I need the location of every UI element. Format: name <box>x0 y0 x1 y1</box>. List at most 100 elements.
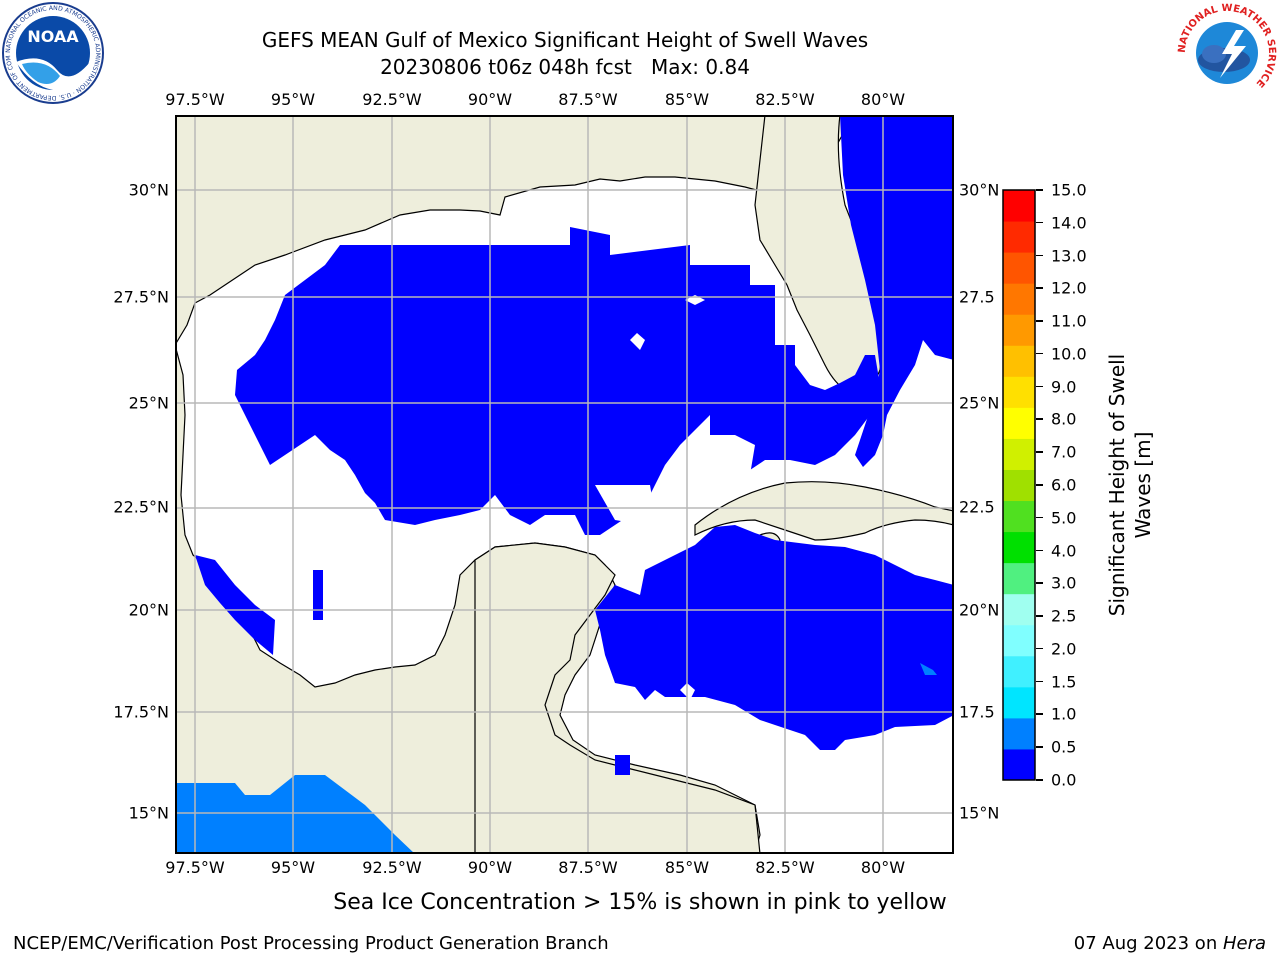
colorbar-tick-mark <box>1036 352 1043 355</box>
lat-label-right: 17.5 <box>959 702 995 722</box>
caribbean-patch <box>920 663 937 675</box>
lon-label-bottom: 97.5°W <box>165 858 225 877</box>
colorbar-segment <box>1003 469 1035 502</box>
colorbar-segment <box>1003 252 1035 284</box>
colorbar-segment <box>1003 500 1035 533</box>
wave-field-gaps <box>595 295 755 700</box>
colorbar-segment <box>1003 593 1035 626</box>
colorbar-tick-mark <box>1036 221 1043 224</box>
lat-label-right: 15°N <box>959 803 1000 823</box>
noaa-logo: NOAA NATIONAL OCEANIC AND ATMOSPHERIC AD… <box>0 0 104 104</box>
colorbar-tick-label: 3.0 <box>1051 573 1077 593</box>
lon-label-top: 82.5°W <box>755 90 815 109</box>
colorbar-tick-label: 0.0 <box>1051 770 1077 790</box>
colorbar-tick-label: 6.0 <box>1051 475 1077 495</box>
map-panel <box>175 115 954 854</box>
colorbar-segment <box>1003 345 1035 377</box>
colorbar-tick-label: 14.0 <box>1051 213 1087 233</box>
lat-label-right: 20°N <box>959 600 1000 620</box>
lon-label-top: 92.5°W <box>362 90 422 109</box>
colorbar-tick-label: 1.5 <box>1051 672 1077 692</box>
sea-ice-note: Sea Ice Concentration > 15% is shown in … <box>333 890 947 915</box>
colorbar-segment <box>1003 376 1035 408</box>
map-gridlines <box>175 115 954 854</box>
colorbar-label-line1: Significant Height of Swell <box>1105 353 1129 617</box>
colorbar-tick-mark <box>1036 320 1043 322</box>
noaa-wordmark: NOAA <box>27 27 79 46</box>
colorbar-tick-mark <box>1036 615 1043 617</box>
colorbar-segment <box>1003 314 1035 346</box>
colorbar-segment <box>1003 190 1035 222</box>
colorbar-segment <box>1003 283 1035 315</box>
colorbar-tick-mark <box>1036 254 1043 257</box>
colorbar-tick-label: 2.0 <box>1051 639 1077 659</box>
colorbar-tick-label: 11.0 <box>1051 311 1087 331</box>
colorbar-label-line2: Waves [m] <box>1131 431 1155 539</box>
colorbar-segment <box>1003 748 1035 781</box>
colorbar-segment <box>1003 407 1035 439</box>
lon-label-bottom: 80°W <box>860 858 906 877</box>
colorbar-tick-label: 2.5 <box>1051 606 1077 626</box>
colorbar-tick-mark <box>1036 516 1043 519</box>
land <box>175 115 954 854</box>
colorbar-segment <box>1003 221 1035 253</box>
chart-title: GEFS MEAN Gulf of Mexico Significant Hei… <box>261 28 869 52</box>
colorbar-tick-mark <box>1036 189 1043 191</box>
lon-label-bottom: 85°W <box>664 858 710 877</box>
colorbar-segment <box>1003 562 1035 595</box>
colorbar-segment <box>1003 438 1035 470</box>
colorbar-tick-label: 4.0 <box>1051 541 1077 561</box>
gulf-central-swell <box>235 227 880 535</box>
lon-label-top: 97.5°W <box>165 90 225 109</box>
lon-label-bottom: 92.5°W <box>362 858 422 877</box>
colorbar-tick-mark <box>1036 484 1043 486</box>
lon-label-top: 90°W <box>467 90 513 109</box>
colorbar-tick-mark <box>1036 549 1043 552</box>
footer-host: Hera <box>1222 933 1266 954</box>
colorbar-tick-label: 10.0 <box>1051 344 1087 364</box>
colorbar-tick-mark <box>1036 713 1043 715</box>
footer-date-text: 07 Aug 2023 on <box>1073 933 1223 954</box>
wave-field-mid <box>175 663 937 854</box>
colorbar-tick-mark <box>1036 680 1043 683</box>
lat-label-left: 27.5°N <box>113 287 169 307</box>
colorbar-segment <box>1003 686 1035 719</box>
colorbar-tick-label: 7.0 <box>1051 442 1077 462</box>
colorbar-frame <box>1002 189 1036 781</box>
lon-label-bottom: 95°W <box>270 858 316 877</box>
yucatan-peninsula <box>474 542 761 854</box>
chart-subtitle: 20230806 t06z 048h fcst Max: 0.84 <box>380 55 750 79</box>
map-frame <box>175 115 954 854</box>
footer-date: 07 Aug 2023 on Hera <box>1074 933 1266 954</box>
lat-label-left: 25°N <box>128 393 169 413</box>
colorbar-tick-label: 1.0 <box>1051 704 1077 724</box>
colorbar-tick-mark <box>1036 647 1043 650</box>
colorbar-tick-mark <box>1036 451 1043 453</box>
lat-label-right: 30°N <box>959 180 1000 200</box>
colorbar <box>1002 189 1036 781</box>
honduras-strip <box>615 755 630 775</box>
colorbar-segment <box>1003 717 1035 750</box>
lat-label-right: 25°N <box>959 393 1000 413</box>
veracruz-strip <box>313 570 323 620</box>
lat-label-left: 22.5°N <box>113 497 169 517</box>
colorbar-tick-mark <box>1036 418 1043 420</box>
colorbar-segment <box>1003 655 1035 688</box>
colorbar-segment <box>1003 531 1035 564</box>
colorbar-tick-label: 9.0 <box>1051 377 1077 397</box>
colorbar-tick-mark <box>1036 287 1043 289</box>
lon-label-top: 87.5°W <box>558 90 618 109</box>
colorbar-tick-mark <box>1036 582 1043 584</box>
florida-atlantic-swell <box>840 115 954 467</box>
lon-label-bottom: 90°W <box>467 858 513 877</box>
lat-label-right: 27.5 <box>959 287 995 307</box>
lat-label-left: 15°N <box>128 803 169 823</box>
colorbar-tick-mark <box>1036 385 1043 388</box>
colorbar-segment <box>1003 624 1035 657</box>
lon-label-bottom: 82.5°W <box>755 858 815 877</box>
colorbar-tick-label: 12.0 <box>1051 278 1087 298</box>
lon-label-bottom: 87.5°W <box>558 858 618 877</box>
pacific-swell <box>175 775 415 854</box>
colorbar-tick-mark <box>1036 779 1043 781</box>
lat-label-left: 17.5°N <box>113 702 169 722</box>
